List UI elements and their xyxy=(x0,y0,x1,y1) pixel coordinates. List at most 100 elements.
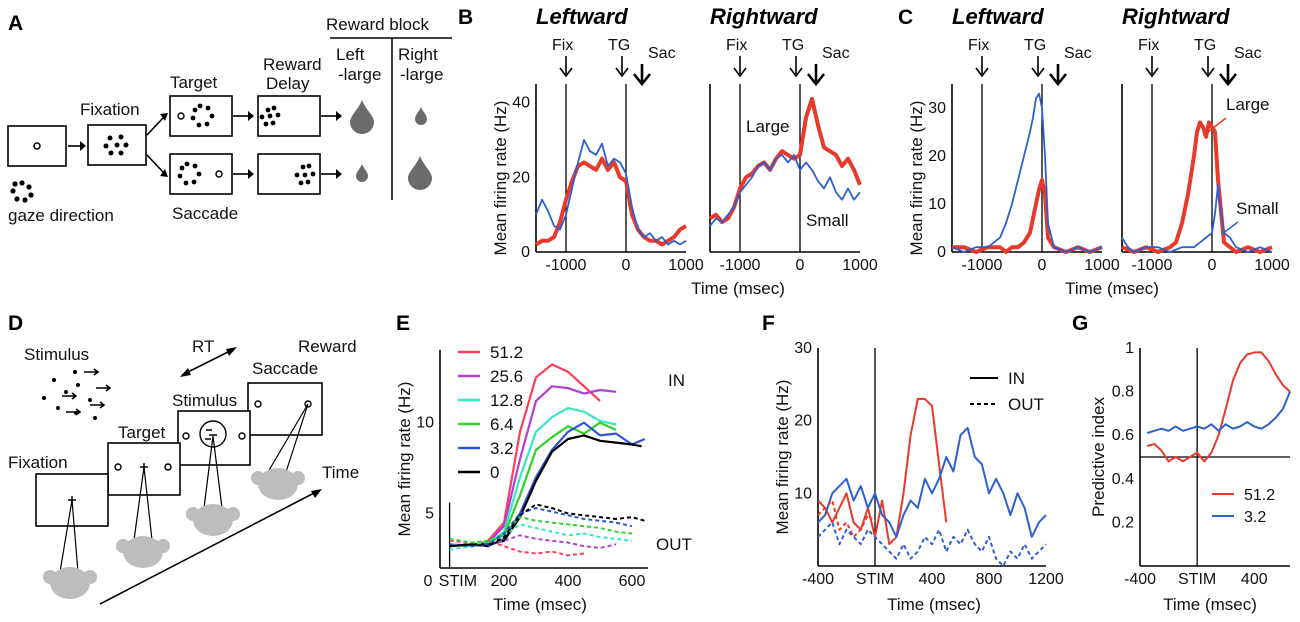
x-tick-label: 0 xyxy=(796,257,805,274)
x-axis-label: Time (msec) xyxy=(1163,595,1257,614)
subplot-title: Leftward xyxy=(952,4,1044,29)
event-label: Sac xyxy=(1064,45,1092,62)
event-label: Fix xyxy=(968,37,989,54)
event-label: Fix xyxy=(726,37,747,54)
legend-label: 25.6 xyxy=(490,367,523,386)
panel-c: C Leftward Fix TG Sac -1000 0 1000 0 10 20 30Mean … xyxy=(898,4,1290,298)
legend-label: 3.2 xyxy=(1244,509,1266,526)
event-label: Sac xyxy=(1234,45,1262,62)
legend-label: 3.2 xyxy=(490,439,514,458)
x-tick-label: 400 xyxy=(555,573,582,590)
delay-box-right xyxy=(257,153,321,195)
predictive-series-line xyxy=(1146,391,1291,434)
legend-label: OUT xyxy=(1008,395,1044,414)
x-tick-label: 400 xyxy=(1241,571,1268,588)
chart-g: 0.2 0.4 0.6 0.8 1 -400 STIM 400 Predictive index… xyxy=(1089,340,1291,614)
y-axis-label: Mean firing rate (Hz) xyxy=(491,101,510,256)
event-arrowhead-icon xyxy=(733,67,747,78)
series-small-line xyxy=(709,153,861,227)
event-arrowhead-icon xyxy=(1201,67,1215,78)
legend-large: Large xyxy=(746,117,789,136)
x-tick-label: 1000 xyxy=(1254,257,1290,274)
y-tick-label: 30 xyxy=(794,340,812,357)
x-axis-label: Time (msec) xyxy=(1065,279,1159,298)
series-large-line xyxy=(952,178,1103,254)
stimulus-box-label: Stimulus xyxy=(172,391,237,410)
x-tick-label: 0 xyxy=(1038,257,1047,274)
gaze-ring-icon xyxy=(10,180,34,203)
x-tick-label: 1200 xyxy=(1028,571,1064,588)
x-tick-label: 0 xyxy=(424,573,433,590)
large-drop-icon xyxy=(408,156,432,190)
event-label: Fix xyxy=(552,37,573,54)
chart-f: 10 20 30 -400 STIM 400 800 1200 Mean firing rate… xyxy=(773,340,1064,614)
x-axis-label: Time (msec) xyxy=(887,595,981,614)
x-tick-label: -400 xyxy=(802,571,834,588)
y-tick-label: 20 xyxy=(512,169,530,186)
x-tick-label: -400 xyxy=(1124,571,1156,588)
time-arrow-icon xyxy=(311,489,322,498)
in-series-line xyxy=(817,426,1047,538)
x-tick-label: -1000 xyxy=(962,257,1003,274)
stimulus-top-label: Stimulus xyxy=(24,345,89,364)
reward-label-d: Reward xyxy=(298,337,357,356)
y-tick-label: 20 xyxy=(928,148,946,165)
reward-label: Reward xyxy=(263,55,322,74)
saccade-label-d: Saccade xyxy=(252,359,318,378)
event-arrowhead-icon xyxy=(1048,73,1068,87)
fixation-label-d: Fixation xyxy=(8,453,68,472)
x-axis-label: Time (msec) xyxy=(493,595,587,614)
panel-label-g: G xyxy=(1072,312,1088,335)
legend-label: 6.4 xyxy=(490,415,514,434)
gaze-dot xyxy=(33,142,41,150)
y-axis-label: Mean firing rate (Hz) xyxy=(907,101,926,256)
monkey-icon xyxy=(186,504,240,536)
y-tick-label: 0 xyxy=(521,244,530,261)
right-label: Right xyxy=(398,45,438,64)
panel-label-c: C xyxy=(898,6,913,29)
y-axis-label: Mean firing rate (Hz) xyxy=(395,382,414,537)
time-label: Time xyxy=(322,463,359,482)
y-tick-label: 0 xyxy=(937,244,946,261)
in-series-line xyxy=(449,385,617,548)
target-label-d: Target xyxy=(118,423,166,442)
out-series-line xyxy=(449,507,633,548)
event-arrowhead-icon xyxy=(789,67,803,78)
event-arrowhead-icon xyxy=(806,73,826,87)
small-drop-icon xyxy=(356,164,368,182)
x-tick-label: 600 xyxy=(619,573,646,590)
legend-pointer xyxy=(1207,117,1227,133)
x-tick-label: 1000 xyxy=(842,257,878,274)
x-tick-label: 400 xyxy=(919,571,946,588)
series-large-line xyxy=(534,156,688,247)
panel-e: E 5 10 0 STIM 200 400 600 Mean firing rate (Hz)… xyxy=(395,312,692,614)
y-tick-label: 5 xyxy=(425,506,434,523)
saccade-label: Saccade xyxy=(172,204,238,223)
event-label: Sac xyxy=(822,45,850,62)
x-tick-label: -1000 xyxy=(1132,257,1173,274)
large-drop-icon xyxy=(350,100,374,134)
fixation-dots-icon xyxy=(103,134,129,156)
monkey-icon xyxy=(251,468,305,500)
panel-label-a: A xyxy=(8,12,23,35)
y-tick-label: 0.4 xyxy=(1112,471,1134,488)
y-tick-label: 1 xyxy=(1125,340,1134,357)
event-arrowhead-icon xyxy=(632,73,652,87)
y-tick-label: 0.6 xyxy=(1112,427,1134,444)
arrow-icon xyxy=(80,141,86,151)
panel-label-f: F xyxy=(762,312,775,335)
subplot-title: Leftward xyxy=(536,4,628,29)
x-tick-label: -1000 xyxy=(720,257,761,274)
event-label: Sac xyxy=(648,45,676,62)
legend-small: Small xyxy=(1236,199,1279,218)
y-tick-label: 20 xyxy=(794,413,812,430)
x-tick-label: 800 xyxy=(976,571,1003,588)
out-series-line xyxy=(449,539,585,557)
x-tick-label: STIM xyxy=(439,573,477,590)
panel-d: D Stimulus RT Reward Saccade Stimulus Ta… xyxy=(8,312,359,605)
